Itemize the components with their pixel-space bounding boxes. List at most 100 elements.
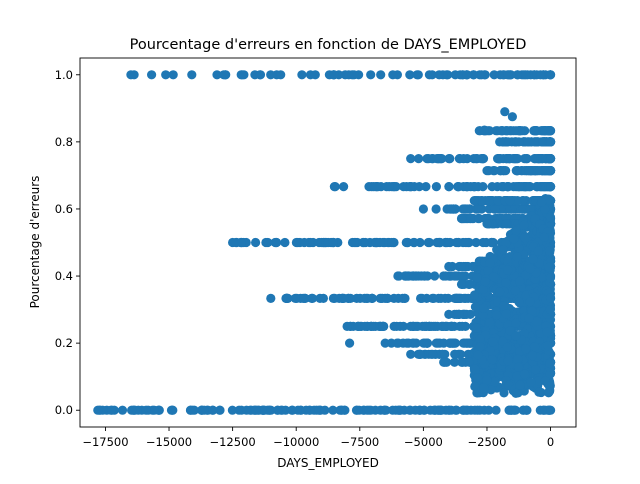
x-tick-label: −15000 (146, 435, 192, 449)
data-point (443, 293, 453, 303)
data-point (539, 232, 550, 242)
data-point (515, 276, 525, 286)
y-axis-label: Pourcentage d'erreurs (28, 176, 42, 309)
data-point (421, 321, 431, 331)
data-point (227, 405, 237, 415)
data-point (424, 70, 434, 80)
data-point (376, 70, 386, 80)
data-point (511, 331, 521, 341)
data-point (491, 310, 502, 320)
data-point (208, 405, 218, 415)
data-point (276, 70, 286, 80)
data-point (406, 349, 416, 359)
data-point (430, 271, 440, 281)
data-point (263, 237, 273, 248)
data-point (187, 405, 198, 415)
data-point (255, 70, 266, 80)
data-point (498, 245, 508, 255)
data-point (328, 237, 338, 248)
data-point (384, 182, 394, 192)
data-point (307, 293, 318, 303)
data-point (266, 293, 276, 303)
data-point (454, 182, 464, 192)
data-point (436, 405, 446, 415)
data-point (283, 293, 293, 303)
data-point (529, 126, 539, 136)
data-point (366, 321, 377, 331)
data-point (431, 338, 441, 348)
data-point (228, 237, 238, 248)
data-point (432, 154, 442, 164)
data-point (506, 405, 517, 415)
data-point (478, 237, 488, 248)
data-point (456, 261, 466, 272)
data-point (544, 195, 554, 205)
data-point (420, 271, 430, 281)
data-point (531, 365, 541, 375)
data-point (462, 70, 472, 80)
data-point (501, 278, 511, 288)
y-axis-ticks: 0.0 0.2 0.4 0.6 0.8 1.0 (55, 68, 80, 417)
data-point (456, 279, 467, 289)
x-tick-label: −12500 (209, 435, 255, 449)
data-point (379, 405, 390, 415)
data-point (510, 286, 520, 296)
data-point (511, 388, 521, 398)
data-point (398, 182, 409, 192)
data-point (434, 70, 444, 80)
data-point (320, 405, 330, 415)
data-point (444, 309, 454, 319)
data-point (463, 182, 473, 192)
data-point (336, 405, 346, 415)
data-point (458, 405, 468, 415)
data-point (482, 219, 492, 229)
data-point (473, 350, 483, 360)
data-point (545, 293, 556, 303)
data-point (529, 154, 540, 164)
data-point (375, 237, 385, 248)
data-point (432, 321, 443, 331)
data-point (450, 349, 460, 359)
data-point (349, 70, 359, 80)
data-point (272, 405, 283, 415)
data-point (490, 204, 500, 214)
data-point (532, 316, 542, 327)
data-point (501, 166, 511, 176)
data-point (545, 305, 556, 315)
data-point (236, 70, 246, 80)
plot-frame (79, 57, 577, 428)
data-point (502, 342, 512, 352)
data-point (168, 70, 178, 80)
data-point (428, 349, 438, 359)
data-point (480, 277, 490, 287)
data-point (311, 405, 322, 415)
data-point (431, 204, 441, 214)
data-point (339, 293, 349, 303)
data-point (318, 293, 328, 303)
data-point (505, 196, 515, 206)
data-point (512, 371, 522, 381)
data-point (515, 126, 525, 136)
data-point (429, 293, 439, 303)
data-point (469, 196, 479, 206)
data-point (544, 262, 554, 272)
data-point (534, 387, 544, 397)
data-point (511, 226, 521, 236)
data-point (519, 220, 529, 230)
data-point (526, 377, 536, 387)
data-point (500, 107, 510, 117)
data-point (422, 338, 433, 348)
data-point (476, 154, 486, 164)
data-point (486, 237, 496, 248)
data-point (388, 405, 398, 415)
data-point (149, 405, 159, 415)
data-point (487, 182, 497, 192)
data-point (299, 237, 309, 248)
data-point (522, 137, 532, 147)
data-point (525, 182, 535, 192)
data-point (535, 70, 546, 80)
data-point (423, 154, 434, 164)
data-point (495, 137, 505, 147)
data-point (470, 364, 480, 374)
x-tick-label: −17500 (82, 435, 128, 449)
